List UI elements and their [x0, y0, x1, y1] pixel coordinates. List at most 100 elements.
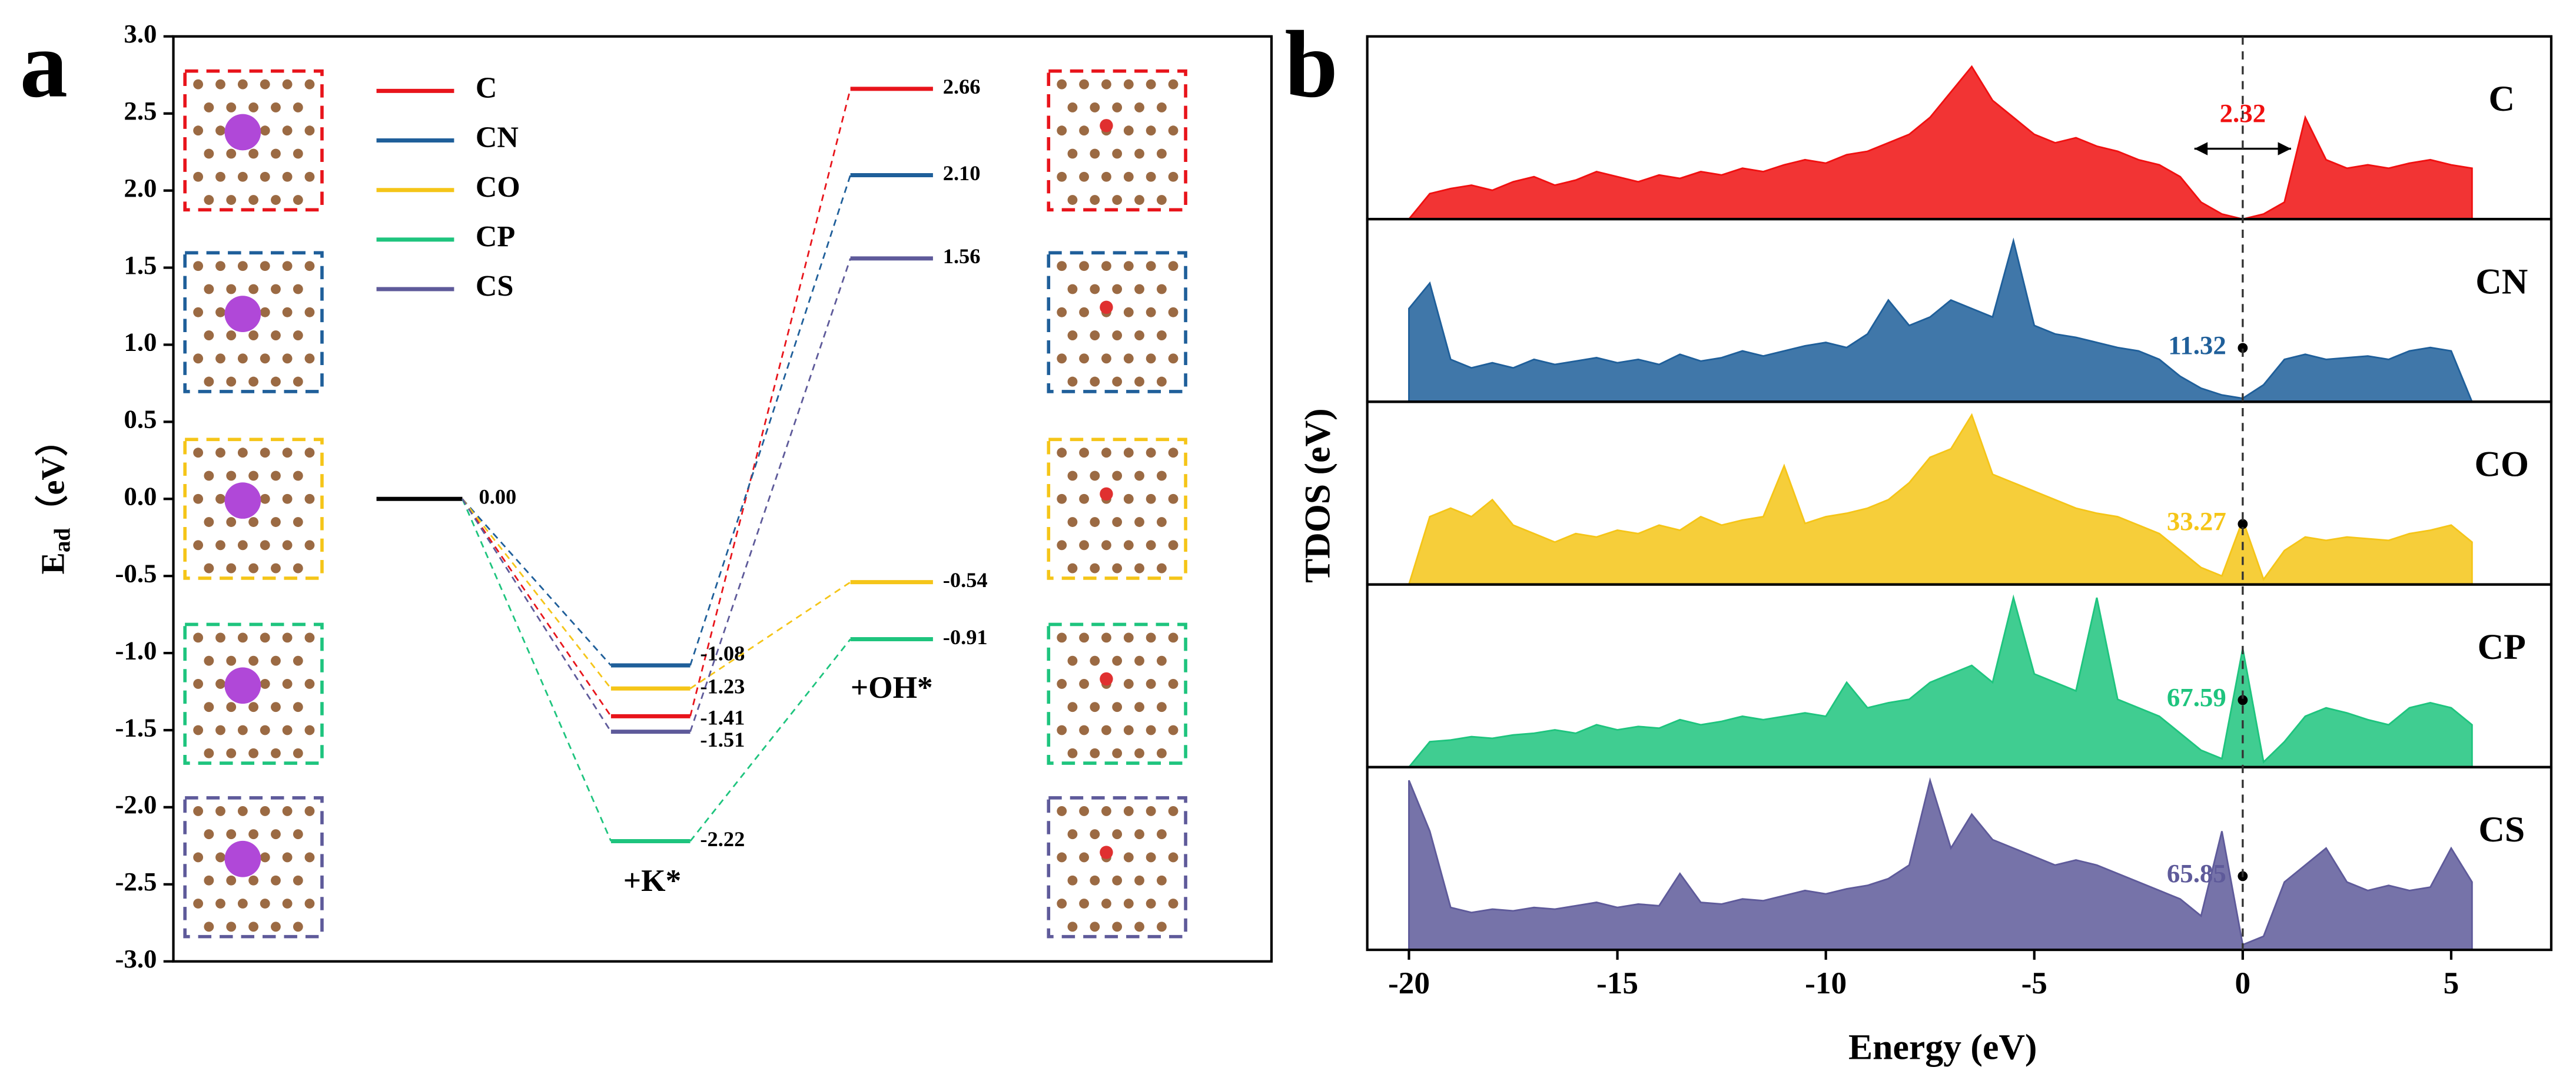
- atom: [248, 330, 259, 340]
- k-atom: [224, 114, 261, 151]
- atom: [1146, 679, 1156, 689]
- atom: [1123, 307, 1134, 317]
- atom: [1156, 829, 1167, 840]
- atom: [226, 829, 237, 840]
- atom: [193, 125, 204, 136]
- atom: [1134, 517, 1144, 527]
- atom: [1057, 679, 1067, 689]
- y-tick-label: -1.5: [115, 712, 157, 742]
- atom: [1067, 517, 1078, 527]
- atom: [1057, 261, 1067, 271]
- atom: [237, 79, 248, 90]
- structure-frame: [1047, 69, 1187, 212]
- atom: [1079, 307, 1089, 317]
- atom: [260, 806, 270, 816]
- atom: [204, 376, 214, 387]
- atom: [271, 563, 281, 574]
- atom: [248, 517, 259, 527]
- structure-frame: [183, 69, 324, 212]
- atom: [193, 448, 204, 458]
- atom: [193, 353, 204, 364]
- atom: [1057, 852, 1067, 863]
- atom: [1134, 829, 1144, 840]
- atom: [1112, 284, 1123, 294]
- atom: [1101, 79, 1111, 90]
- value-label: -1.23: [700, 675, 745, 698]
- atom: [271, 148, 281, 159]
- atom: [1168, 353, 1179, 364]
- atom: [1079, 806, 1089, 816]
- atom: [248, 875, 259, 886]
- atom: [282, 725, 293, 735]
- k-atom: [224, 667, 261, 704]
- atom: [226, 748, 237, 758]
- atom: [293, 655, 303, 666]
- atom: [193, 171, 204, 182]
- k-atom: [224, 840, 261, 877]
- atom: [304, 540, 315, 551]
- atom: [1067, 748, 1078, 758]
- value-label: -1.41: [700, 705, 745, 729]
- atom: [1123, 261, 1134, 271]
- annotation-dot: [2238, 695, 2248, 705]
- series-label: CP: [2478, 627, 2526, 667]
- atom: [1112, 655, 1123, 666]
- stage-label: +K*: [623, 863, 681, 898]
- value-label: -1.51: [700, 728, 745, 751]
- atom: [271, 102, 281, 112]
- atom: [1134, 748, 1144, 758]
- atom: [260, 540, 270, 551]
- atom: [1146, 79, 1156, 90]
- y-tick-label: -3.0: [115, 944, 157, 973]
- atom: [1168, 448, 1179, 458]
- structure-frame: [183, 796, 324, 939]
- connector: [462, 498, 612, 717]
- atom: [1090, 470, 1100, 481]
- atom: [226, 330, 237, 340]
- atom: [293, 702, 303, 712]
- atom: [1123, 852, 1134, 863]
- atom: [1156, 284, 1167, 294]
- atom: [1134, 195, 1144, 205]
- connector: [689, 581, 851, 690]
- atom: [204, 875, 214, 886]
- atom: [1146, 632, 1156, 643]
- atom: [304, 679, 315, 689]
- atom: [193, 725, 204, 735]
- atom: [248, 376, 259, 387]
- atom: [1090, 148, 1100, 159]
- atom: [1090, 563, 1100, 574]
- atom: [1112, 376, 1123, 387]
- atom: [282, 353, 293, 364]
- atom: [1057, 806, 1067, 816]
- atom: [215, 852, 225, 863]
- atom: [282, 806, 293, 816]
- atom: [293, 102, 303, 112]
- atom: [260, 448, 270, 458]
- atom: [1168, 125, 1179, 136]
- atom: [1090, 102, 1100, 112]
- atom: [293, 829, 303, 840]
- atom: [271, 195, 281, 205]
- atom: [282, 540, 293, 551]
- atom: [260, 679, 270, 689]
- atom: [1090, 376, 1100, 387]
- atom: [293, 195, 303, 205]
- connector: [689, 258, 851, 733]
- atom: [1079, 171, 1089, 182]
- atom: [293, 148, 303, 159]
- atom: [1057, 125, 1067, 136]
- atom: [226, 148, 237, 159]
- atom: [304, 493, 315, 504]
- atom: [226, 102, 237, 112]
- dos-area: [1407, 65, 2473, 220]
- atom: [1156, 195, 1167, 205]
- value-label: -0.54: [943, 568, 988, 592]
- atom: [1112, 470, 1123, 481]
- atom: [260, 125, 270, 136]
- x-axis-label: Energy (eV): [1848, 1027, 2037, 1067]
- atom: [226, 655, 237, 666]
- atom: [271, 284, 281, 294]
- atom: [248, 102, 259, 112]
- atom: [1079, 540, 1089, 551]
